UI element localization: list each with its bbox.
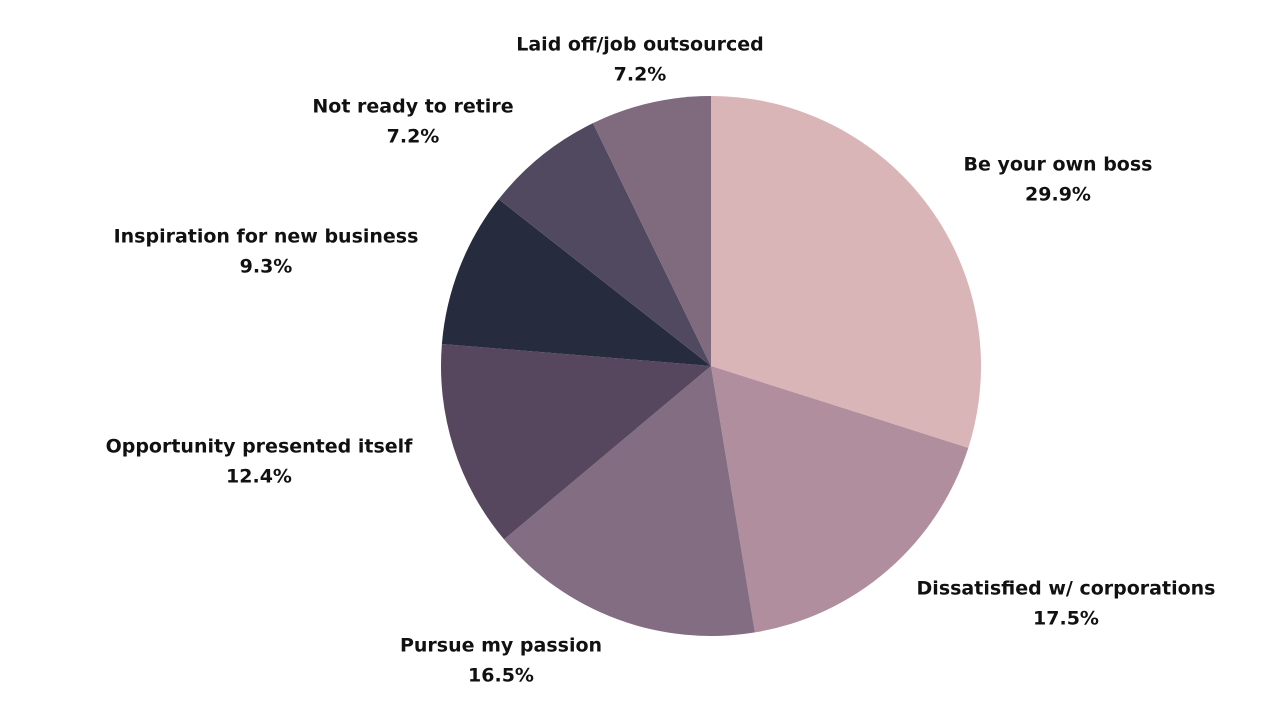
slice-value: 7.2% [387, 126, 440, 148]
pie-slice [441, 199, 711, 366]
slice-value: 12.4% [226, 466, 292, 488]
slice-label: Laid off/job outsourced [516, 34, 764, 56]
slice-label: Inspiration for new business [114, 226, 419, 248]
slice-label: Pursue my passion [400, 635, 602, 657]
pie-slice [592, 96, 711, 366]
pie-slice [711, 96, 981, 448]
pie-slice [498, 123, 711, 366]
slice-value: 17.5% [1033, 608, 1099, 630]
slice-value: 9.3% [240, 256, 293, 278]
slice-label: Not ready to retire [312, 96, 513, 118]
slice-label: Opportunity presented itself [106, 436, 414, 458]
slice-label: Dissatisfied w/ corporations [917, 578, 1216, 600]
pie-slice [711, 366, 969, 633]
slice-value: 16.5% [468, 665, 534, 687]
pie-slice [504, 366, 755, 636]
slice-label: Be your own boss [964, 154, 1153, 176]
slice-value: 29.9% [1025, 184, 1091, 206]
slice-value: 7.2% [614, 64, 667, 86]
pie-slice [441, 343, 711, 540]
